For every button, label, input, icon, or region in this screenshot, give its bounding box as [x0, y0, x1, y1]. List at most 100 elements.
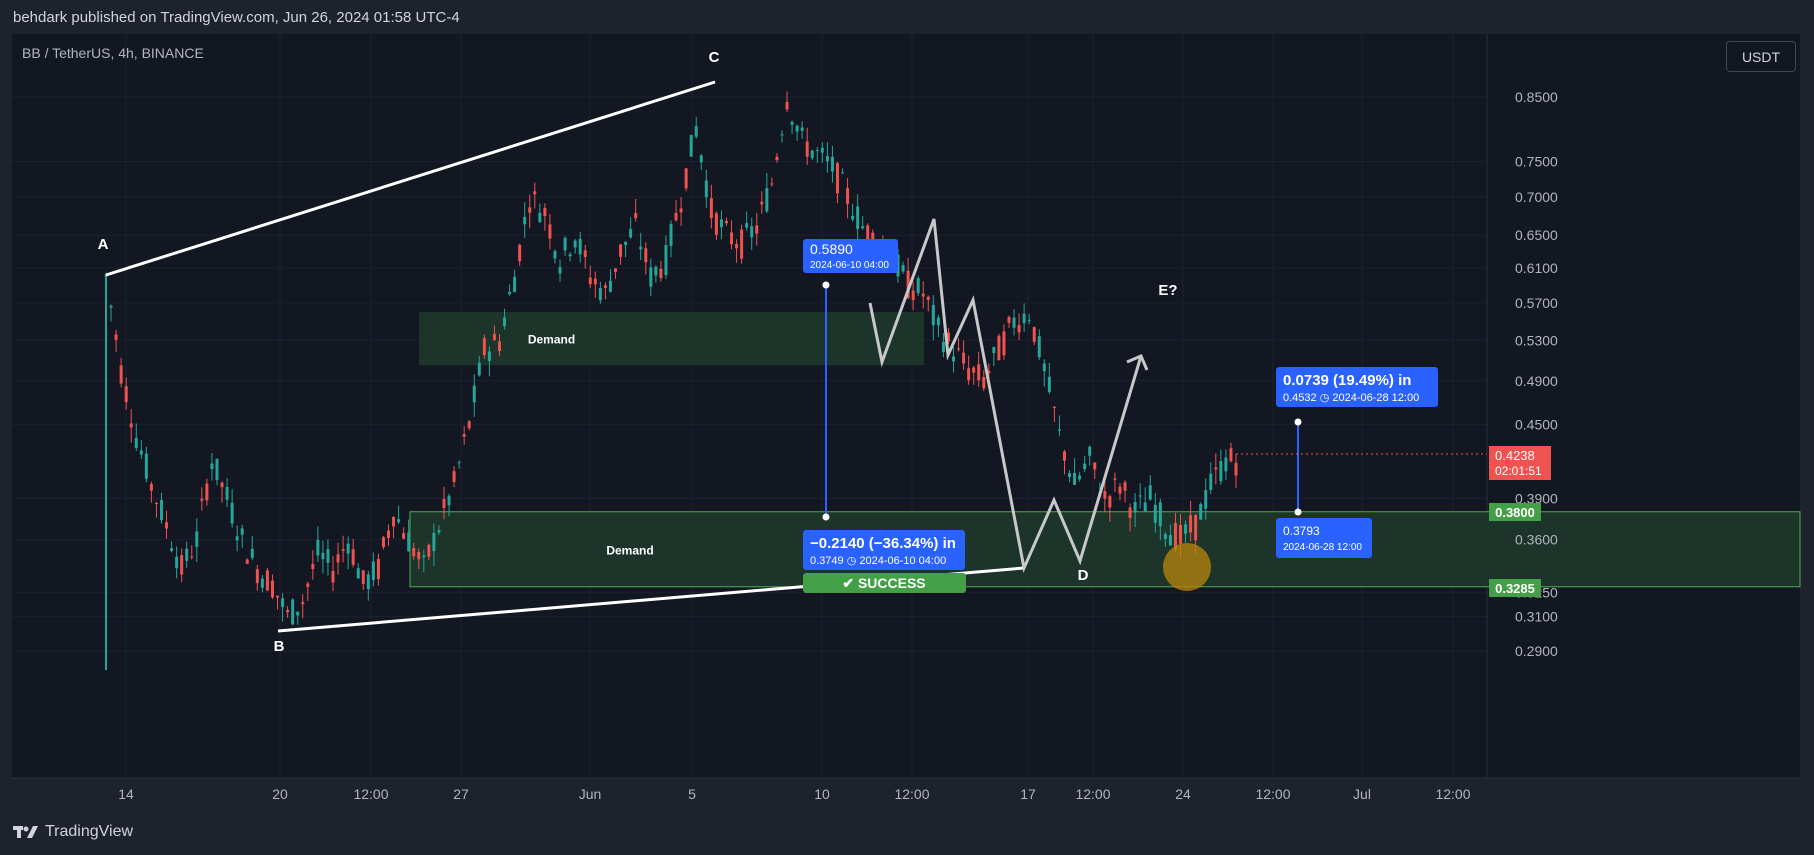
candle-body	[719, 219, 723, 228]
candle-body	[301, 602, 305, 605]
candle-body	[1138, 495, 1142, 497]
y-tick-label: 0.5300	[1515, 332, 1558, 348]
candle-body	[1219, 460, 1223, 482]
candle-body	[1093, 462, 1097, 470]
candle-body	[195, 531, 199, 547]
candle-body	[1037, 336, 1041, 358]
x-tick-label: 24	[1175, 786, 1191, 802]
arrow-head	[1126, 354, 1149, 371]
candle-body	[154, 502, 158, 504]
plot-area[interactable]	[12, 33, 1487, 778]
measure-point	[1294, 508, 1302, 516]
candle-body	[210, 463, 214, 470]
candle-body	[397, 519, 401, 523]
candle-body	[306, 583, 310, 587]
tradingview-logo[interactable]: TradingView	[13, 823, 133, 841]
candle-body	[180, 555, 184, 575]
candle-body	[422, 555, 426, 558]
candle-body	[165, 522, 169, 529]
candle-body	[387, 530, 390, 538]
annotation-labels: A B C D E? 0.5890 2024-06-10 04:00 −0.2140 (−36…	[98, 49, 1551, 655]
x-tick-label: 12:00	[1075, 786, 1110, 802]
candle-body	[830, 156, 834, 172]
candle-body	[1022, 313, 1026, 324]
candle-body	[427, 544, 431, 557]
candle-body	[962, 352, 966, 364]
candle-body	[291, 599, 295, 625]
trendline-ac	[105, 80, 716, 277]
candle-body	[815, 149, 819, 151]
candle-body	[225, 486, 229, 500]
candle-body	[689, 134, 693, 157]
candle-body	[371, 561, 375, 581]
candle-body	[185, 548, 189, 561]
candle-body	[109, 305, 113, 308]
price-axis-badge	[1489, 579, 1541, 597]
candle-body	[1002, 331, 1006, 356]
candle-body	[987, 370, 991, 374]
candle-body	[503, 317, 507, 327]
candle-body	[311, 564, 315, 570]
candle-body	[215, 458, 219, 480]
x-tick-label: 5	[688, 786, 696, 802]
candle-body	[972, 367, 976, 373]
candle-body	[593, 278, 597, 285]
y-tick-labels: 0.8500 0.7500 0.7000 0.6500 0.6100 0.5700 0.53…	[1515, 89, 1558, 659]
candle-body	[598, 288, 602, 301]
candle-body	[190, 556, 194, 558]
x-tick-label: Jul	[1353, 786, 1371, 802]
candle-body	[1103, 491, 1107, 499]
candle-body	[245, 559, 249, 564]
candle-body	[276, 595, 280, 598]
candle-body	[124, 386, 128, 403]
candle-body	[825, 156, 829, 162]
candle-body	[573, 240, 577, 248]
candle-body	[1199, 503, 1203, 520]
candle-body	[770, 183, 774, 185]
x-tick-label: Jun	[579, 786, 602, 802]
candle-body	[977, 364, 981, 381]
candle-body	[376, 558, 380, 580]
candle-body	[250, 548, 254, 558]
candle-body	[765, 188, 769, 212]
highlight-circle	[1163, 543, 1211, 591]
candle-body	[144, 453, 148, 479]
currency-button[interactable]: USDT	[1726, 41, 1796, 72]
x-tick-label: 17	[1020, 786, 1036, 802]
candle-body	[1047, 376, 1051, 393]
candle-body	[1057, 429, 1061, 431]
candle-body	[543, 207, 547, 216]
wave-label: E?	[1158, 282, 1177, 299]
candle-body	[1078, 475, 1082, 480]
measure-point	[822, 513, 830, 521]
candle-body	[1224, 457, 1228, 472]
candle-body	[709, 198, 713, 219]
measure-down-bottom-label-text: −0.2140 (−36.34%) in	[810, 535, 956, 552]
candle-body	[346, 543, 350, 554]
measure-down-bottom-label-text: 0.3749 ◷ 2024-06-10 04:00	[810, 555, 946, 567]
candle-body	[699, 155, 703, 163]
last-price-badge	[1489, 446, 1551, 480]
measure-down-bottom-label	[803, 530, 965, 570]
publish-bar: behdark published on TradingView.com, Ju…	[0, 0, 1814, 34]
candle-body	[1017, 325, 1021, 333]
y-tick-label: 0.7000	[1515, 189, 1558, 205]
candle-body	[856, 206, 860, 229]
candle-body	[841, 172, 845, 174]
candle-body	[1088, 446, 1092, 456]
candle-body	[603, 285, 607, 288]
candle-body	[1229, 448, 1233, 462]
last-price-text: 0.4238	[1495, 448, 1535, 463]
candle-body	[936, 317, 940, 326]
candle-body	[533, 191, 537, 195]
candle-body	[528, 207, 532, 213]
candle-body	[1052, 406, 1056, 408]
candle-body	[775, 156, 779, 161]
candle-body	[457, 462, 461, 464]
candle-body	[760, 201, 764, 205]
candle-body	[916, 278, 920, 294]
price-axis[interactable]	[1487, 33, 1800, 778]
candle-body	[412, 548, 416, 557]
candle-body	[588, 277, 592, 285]
